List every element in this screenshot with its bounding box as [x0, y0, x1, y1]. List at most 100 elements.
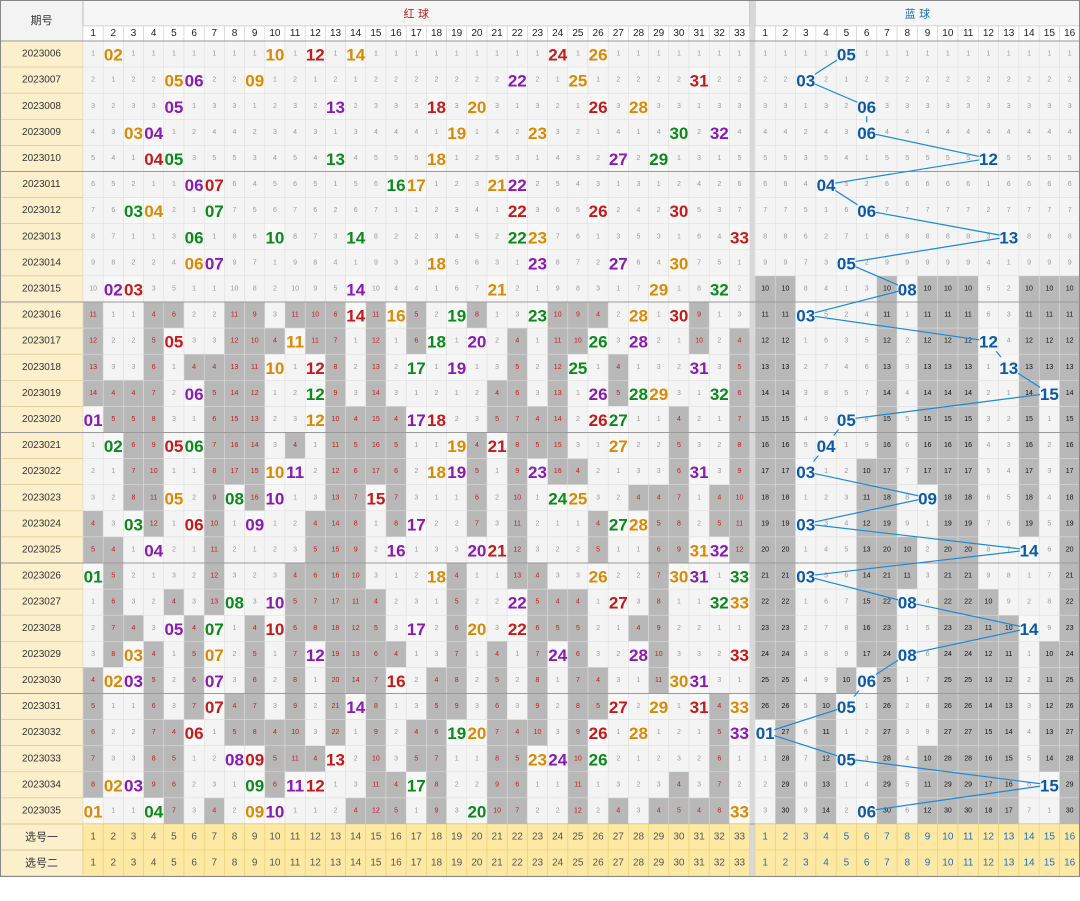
red-miss-value: 1 [313, 807, 317, 814]
blue-miss-value: 23 [883, 625, 891, 632]
red-miss-value: 3 [91, 103, 95, 110]
selection-blue-number: 11 [963, 858, 974, 869]
red-miss-value: 13 [352, 651, 360, 658]
red-ball-number: 01 [84, 802, 103, 821]
blue-miss-value: 11 [924, 781, 931, 788]
red-number-header: 32 [714, 28, 726, 39]
red-miss-value: 5 [152, 338, 156, 345]
blue-miss-value: 8 [1047, 233, 1051, 240]
blue-miss-value: 7 [1027, 807, 1031, 814]
blue-ball-title: 蓝 球 [905, 7, 931, 21]
red-miss-value: 6 [455, 285, 459, 292]
red-miss-value: 1 [132, 703, 136, 710]
red-miss-value: 5 [212, 155, 216, 162]
red-miss-value: 2 [697, 625, 701, 632]
blue-miss-value: 9 [1068, 259, 1072, 266]
blue-miss-value: 4 [824, 285, 828, 292]
blue-miss-value: 16 [863, 625, 871, 632]
blue-miss-value: 14 [782, 390, 790, 397]
red-miss-value: 13 [332, 494, 340, 501]
red-miss-value: 10 [311, 312, 319, 319]
red-miss-value: 2 [657, 442, 661, 449]
red-miss-value: 2 [475, 781, 479, 788]
red-miss-value: 7 [172, 807, 176, 814]
red-miss-value: 4 [212, 129, 216, 136]
red-miss-value: 6 [313, 207, 317, 214]
blue-miss-value: 6 [1047, 546, 1051, 553]
blue-miss-value: 7 [865, 390, 869, 397]
red-ball-number: 29 [649, 698, 668, 717]
period-label: 2023012 [22, 205, 61, 216]
blue-miss-value: 1 [1007, 51, 1011, 58]
red-miss-value: 15 [231, 416, 239, 423]
red-miss-value: 5 [111, 573, 115, 580]
red-miss-value: 12 [332, 468, 340, 475]
red-ball-number: 26 [589, 333, 608, 352]
red-miss-value: 7 [677, 494, 681, 501]
blue-miss-value: 13 [985, 677, 993, 684]
blue-miss-value: 9 [905, 259, 909, 266]
period-label: 2023017 [22, 336, 61, 347]
red-miss-value: 1 [697, 103, 701, 110]
blue-miss-value: 1 [1027, 51, 1031, 58]
red-miss-value: 2 [313, 103, 317, 110]
red-miss-value: 3 [657, 781, 661, 788]
blue-miss-value: 28 [782, 755, 790, 762]
blue-miss-value: 3 [804, 155, 808, 162]
blue-miss-value: 9 [905, 520, 909, 527]
blue-ball-number: 03 [796, 463, 815, 482]
red-ball-number: 26 [589, 724, 608, 743]
red-ball-number: 31 [690, 463, 709, 482]
red-miss-value: 8 [111, 651, 115, 658]
red-miss-value: 11 [372, 312, 379, 319]
selection-red-number: 3 [131, 832, 137, 843]
red-miss-value: 20 [332, 677, 340, 684]
red-miss-value: 3 [717, 468, 721, 475]
blue-miss-value: 28 [883, 755, 891, 762]
red-miss-value: 1 [334, 51, 338, 58]
red-miss-value: 6 [414, 338, 418, 345]
blue-miss-value: 26 [944, 703, 952, 710]
red-miss-value: 1 [717, 51, 721, 58]
red-miss-value: 1 [172, 520, 176, 527]
red-miss-value: 2 [132, 77, 136, 84]
blue-miss-value: 4 [865, 312, 869, 319]
blue-miss-value: 24 [1066, 651, 1074, 658]
red-ball-number: 26 [589, 750, 608, 769]
period-label: 2023009 [22, 127, 61, 138]
blue-miss-value: 3 [1007, 312, 1011, 319]
red-miss-value: 7 [152, 390, 156, 397]
red-miss-value: 16 [332, 573, 340, 580]
red-ball-number: 05 [164, 333, 183, 352]
red-ball-number: 23 [528, 228, 547, 247]
blue-miss-value: 1 [966, 51, 970, 58]
blue-miss-value: 11 [965, 312, 972, 319]
blue-miss-value: 21 [944, 573, 952, 580]
blue-miss-value: 17 [883, 468, 891, 475]
red-miss-value: 1 [637, 416, 641, 423]
red-miss-value: 2 [556, 807, 560, 814]
selection-red-number: 21 [492, 858, 504, 869]
red-miss-value: 4 [253, 625, 257, 632]
red-miss-value: 2 [697, 129, 701, 136]
red-miss-value: 4 [354, 416, 358, 423]
red-ball-number: 05 [164, 150, 183, 169]
blue-miss-value: 17 [761, 468, 769, 475]
red-miss-value: 2 [677, 729, 681, 736]
red-miss-value: 3 [637, 807, 641, 814]
red-miss-value: 3 [132, 755, 136, 762]
blue-miss-value: 9 [1047, 259, 1051, 266]
selection-red-number: 5 [171, 832, 177, 843]
blue-miss-value: 8 [905, 233, 909, 240]
red-miss-value: 8 [212, 468, 216, 475]
red-miss-value: 1 [596, 781, 600, 788]
blue-miss-value: 1 [905, 312, 909, 319]
red-miss-value: 5 [273, 755, 277, 762]
blue-miss-value: 28 [964, 755, 972, 762]
red-ball-number: 08 [225, 489, 244, 508]
red-miss-value: 2 [111, 729, 115, 736]
red-miss-value: 2 [172, 677, 176, 684]
red-miss-value: 1 [576, 390, 580, 397]
red-miss-value: 2 [475, 599, 479, 606]
red-miss-value: 2 [637, 442, 641, 449]
